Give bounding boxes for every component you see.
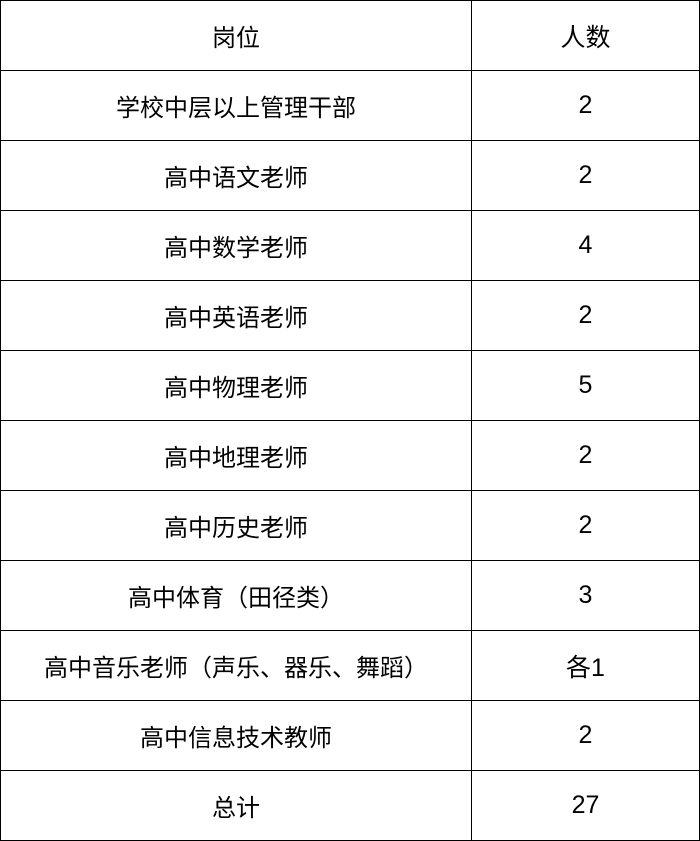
header-count: 人数 xyxy=(471,0,700,71)
position-cell: 高中历史老师 xyxy=(0,490,472,561)
position-cell: 高中英语老师 xyxy=(0,280,472,351)
position-cell: 高中体育（田径类） xyxy=(0,560,472,631)
count-cell: 2 xyxy=(471,280,700,351)
table-row: 高中物理老师 5 xyxy=(0,350,700,421)
count-cell: 4 xyxy=(471,210,700,281)
table-row: 高中语文老师 2 xyxy=(0,140,700,211)
position-cell: 高中语文老师 xyxy=(0,140,472,211)
count-cell: 27 xyxy=(471,770,700,841)
count-cell: 5 xyxy=(471,350,700,421)
position-cell: 高中数学老师 xyxy=(0,210,472,281)
position-cell: 高中地理老师 xyxy=(0,420,472,491)
table-row: 高中地理老师 2 xyxy=(0,420,700,491)
count-cell: 各1 xyxy=(471,630,700,701)
position-cell: 高中信息技术教师 xyxy=(0,700,472,771)
count-cell: 3 xyxy=(471,560,700,631)
position-cell: 高中音乐老师（声乐、器乐、舞蹈） xyxy=(0,630,472,701)
count-cell: 2 xyxy=(471,490,700,561)
table-row: 高中英语老师 2 xyxy=(0,280,700,351)
position-cell: 高中物理老师 xyxy=(0,350,472,421)
count-cell: 2 xyxy=(471,140,700,211)
position-cell: 总计 xyxy=(0,770,472,841)
table-header-row: 岗位 人数 xyxy=(0,0,700,71)
table-row: 学校中层以上管理干部 2 xyxy=(0,70,700,141)
header-position: 岗位 xyxy=(0,0,472,71)
table-row: 高中音乐老师（声乐、器乐、舞蹈） 各1 xyxy=(0,630,700,701)
table-row: 高中体育（田径类） 3 xyxy=(0,560,700,631)
table-row: 高中信息技术教师 2 xyxy=(0,700,700,771)
position-cell: 学校中层以上管理干部 xyxy=(0,70,472,141)
total-row: 总计 27 xyxy=(0,770,700,841)
count-cell: 2 xyxy=(471,700,700,771)
count-cell: 2 xyxy=(471,70,700,141)
table-row: 高中历史老师 2 xyxy=(0,490,700,561)
count-cell: 2 xyxy=(471,420,700,491)
table-row: 高中数学老师 4 xyxy=(0,210,700,281)
